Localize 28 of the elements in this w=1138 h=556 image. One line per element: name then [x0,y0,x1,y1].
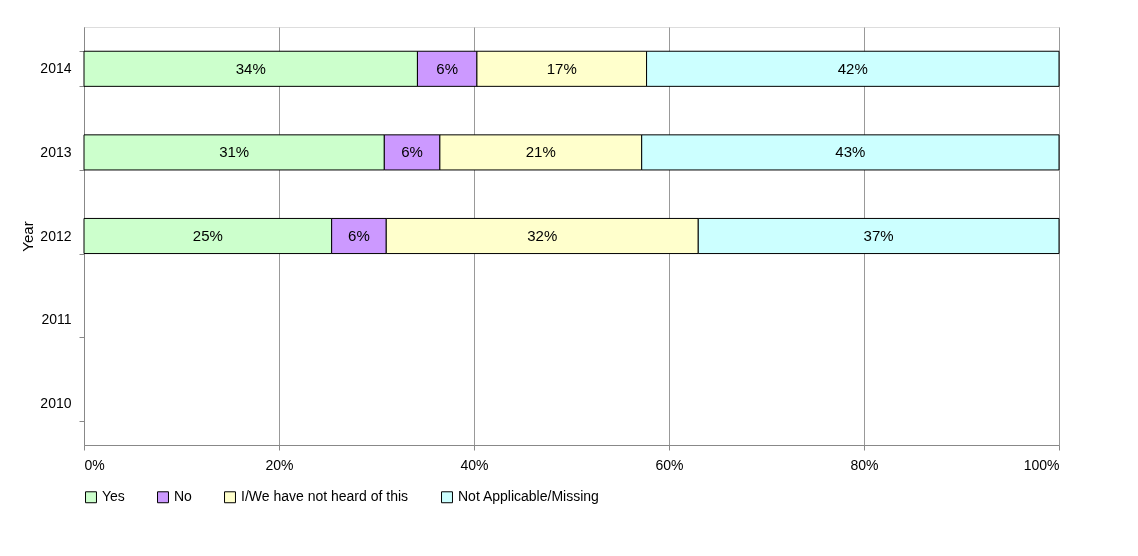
y-tick-label: 2013 [40,143,72,160]
y-axis-title: Year [19,221,37,252]
data-label: 25% [192,227,223,244]
data-label: 43% [835,143,866,161]
data-label: 6% [348,227,370,244]
y-tick-label: 2014 [40,60,72,77]
x-tick-label: 60% [655,456,684,473]
legend-label: No [174,488,193,505]
legend-label: Yes [102,488,125,505]
y-tick-label: 2010 [40,394,72,411]
x-tick-label: 100% [1023,456,1060,473]
data-label: 32% [527,227,558,244]
data-label: 42% [837,59,868,77]
data-label: 17% [546,59,577,77]
data-label: 6% [401,143,423,161]
data-label: 34% [235,59,266,77]
y-tick-label: 2011 [41,311,72,328]
legend-label: I/We have not heard of this [241,488,409,505]
x-tick-label: 20% [265,456,294,473]
x-tick-label: 0% [84,456,105,473]
x-tick-label: 40% [460,456,489,473]
data-label: 37% [863,227,894,244]
data-label: 31% [219,143,250,161]
data-label: 6% [436,59,459,77]
legend-label: Not Applicable/Missing [458,488,599,505]
data-label: 21% [525,143,556,161]
x-tick-label: 80% [850,456,879,473]
y-tick-label: 2012 [40,227,72,244]
